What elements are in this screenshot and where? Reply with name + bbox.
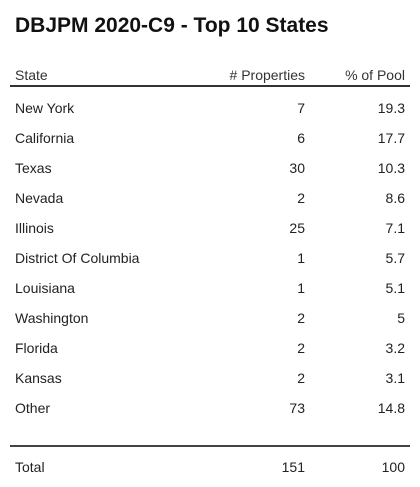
row-properties: 1 (297, 280, 305, 296)
table-row: Florida 2 3.2 (10, 333, 410, 363)
header-state: State (15, 67, 48, 83)
row-pct-of-pool: 3.2 (385, 340, 405, 356)
table-row: Washington 2 5 (10, 303, 410, 333)
row-properties: 1 (297, 250, 305, 266)
row-pct-of-pool: 19.3 (377, 100, 405, 116)
row-pct-of-pool: 10.3 (377, 160, 405, 176)
row-state: New York (15, 100, 75, 116)
total-properties: 151 (281, 459, 305, 475)
row-pct-of-pool: 3.1 (385, 370, 405, 386)
row-state: Other (15, 400, 51, 416)
row-state: Louisiana (15, 280, 75, 296)
row-state: Washington (15, 310, 89, 326)
total-pct: 100 (381, 459, 405, 475)
row-state: District Of Columbia (15, 250, 140, 266)
header-properties: # Properties (229, 67, 305, 83)
row-pct-of-pool: 14.8 (377, 400, 405, 416)
header-pct-of-pool: % of Pool (345, 67, 405, 83)
table-row: Other 73 14.8 (10, 393, 410, 423)
total-divider (10, 445, 410, 447)
row-state: Nevada (15, 190, 64, 206)
table-row: Kansas 2 3.1 (10, 363, 410, 393)
table-header: State # Properties % of Pool (10, 63, 410, 87)
row-state: Texas (15, 160, 52, 176)
table-row: California 6 17.7 (10, 123, 410, 153)
row-pct-of-pool: 7.1 (385, 220, 405, 236)
total-row: Total 151 100 (10, 452, 410, 482)
row-properties: 73 (289, 400, 305, 416)
row-properties: 25 (289, 220, 305, 236)
row-properties: 2 (297, 190, 305, 206)
row-properties: 30 (289, 160, 305, 176)
table-row: District Of Columbia 1 5.7 (10, 243, 410, 273)
total-label: Total (15, 459, 45, 475)
row-pct-of-pool: 8.6 (385, 190, 405, 206)
row-state: Florida (15, 340, 58, 356)
row-properties: 2 (297, 310, 305, 326)
table-row: New York 7 19.3 (10, 93, 410, 123)
row-pct-of-pool: 5 (397, 310, 405, 326)
row-properties: 2 (297, 370, 305, 386)
table-row: Illinois 25 7.1 (10, 213, 410, 243)
row-state: Kansas (15, 370, 62, 386)
table-row: Nevada 2 8.6 (10, 183, 410, 213)
row-state: Illinois (15, 220, 54, 236)
table-body: New York 7 19.3 California 6 17.7 Texas 30 10.3 N… (10, 87, 410, 423)
table-row: Texas 30 10.3 (10, 153, 410, 183)
table-title: DBJPM 2020-C9 - Top 10 States (15, 14, 329, 37)
row-properties: 2 (297, 340, 305, 356)
row-properties: 6 (297, 130, 305, 146)
row-pct-of-pool: 5.7 (385, 250, 405, 266)
row-pct-of-pool: 17.7 (377, 130, 405, 146)
states-table: State # Properties % of Pool New York 7 19… (10, 63, 410, 423)
table-row: Louisiana 1 5.1 (10, 273, 410, 303)
row-pct-of-pool: 5.1 (385, 280, 405, 296)
row-state: California (15, 130, 75, 146)
row-properties: 7 (297, 100, 305, 116)
